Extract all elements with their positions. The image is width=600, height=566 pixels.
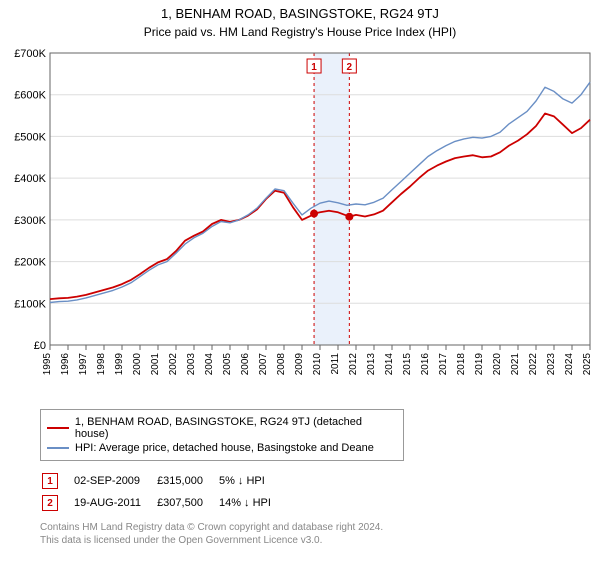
sale-price-2: £307,500 — [157, 493, 217, 513]
svg-text:2013: 2013 — [366, 353, 377, 376]
svg-text:2001: 2001 — [150, 353, 161, 376]
svg-text:1998: 1998 — [96, 353, 107, 376]
svg-text:2016: 2016 — [420, 353, 431, 376]
svg-text:2022: 2022 — [528, 353, 539, 376]
svg-text:1995: 1995 — [42, 353, 53, 376]
svg-text:2021: 2021 — [510, 353, 521, 376]
sale-marker-1: 1 — [42, 473, 58, 489]
price-chart-svg: £0 £100K £200K £300K £400K £500K £600K £700K 199… — [5, 43, 595, 403]
sale-price-1: £315,000 — [157, 471, 217, 491]
sale-date-2: 19-AUG-2011 — [74, 493, 155, 513]
legend-swatch-hpi — [47, 447, 69, 449]
footer-line-2: This data is licensed under the Open Gov… — [40, 534, 600, 547]
svg-text:2019: 2019 — [474, 353, 485, 376]
sale-row-1: 1 02-SEP-2009 £315,000 5% ↓ HPI — [42, 471, 285, 491]
sale-row-2: 2 19-AUG-2011 £307,500 14% ↓ HPI — [42, 493, 285, 513]
svg-text:2010: 2010 — [312, 353, 323, 376]
svg-text:2014: 2014 — [384, 353, 395, 376]
svg-text:2018: 2018 — [456, 353, 467, 376]
svg-text:1997: 1997 — [78, 353, 89, 376]
svg-text:£100K: £100K — [14, 298, 46, 310]
sale-date-1: 02-SEP-2009 — [74, 471, 155, 491]
svg-text:2008: 2008 — [276, 353, 287, 376]
legend-row-property: 1, BENHAM ROAD, BASINGSTOKE, RG24 9TJ (d… — [47, 416, 397, 440]
svg-text:2: 2 — [347, 62, 353, 73]
svg-text:£200K: £200K — [14, 257, 46, 269]
svg-text:2011: 2011 — [330, 353, 341, 375]
svg-text:2017: 2017 — [438, 353, 449, 376]
svg-text:1996: 1996 — [60, 353, 71, 376]
svg-text:2020: 2020 — [492, 353, 503, 376]
chart-title-subtitle: Price paid vs. HM Land Registry's House … — [0, 25, 600, 39]
attribution-footer: Contains HM Land Registry data © Crown c… — [40, 521, 600, 547]
svg-text:2006: 2006 — [240, 353, 251, 376]
svg-text:2003: 2003 — [186, 353, 197, 376]
svg-text:2009: 2009 — [294, 353, 305, 376]
chart-area: £0 £100K £200K £300K £400K £500K £600K £700K 199… — [5, 43, 595, 403]
svg-text:£300K: £300K — [14, 215, 46, 227]
svg-text:2023: 2023 — [546, 353, 557, 376]
svg-text:2000: 2000 — [132, 353, 143, 376]
svg-text:2005: 2005 — [222, 353, 233, 376]
svg-text:2025: 2025 — [582, 353, 593, 376]
svg-text:2002: 2002 — [168, 353, 179, 376]
svg-text:2012: 2012 — [348, 353, 359, 376]
sale-change-1: 5% ↓ HPI — [219, 471, 285, 491]
svg-text:2015: 2015 — [402, 353, 413, 376]
sale-marker-2: 2 — [42, 495, 58, 511]
legend-label-hpi: HPI: Average price, detached house, Basi… — [75, 442, 374, 454]
svg-text:£500K: £500K — [14, 131, 46, 143]
chart-title-address: 1, BENHAM ROAD, BASINGSTOKE, RG24 9TJ — [0, 6, 600, 21]
svg-text:£700K: £700K — [14, 48, 46, 60]
svg-text:£400K: £400K — [14, 173, 46, 185]
svg-text:1: 1 — [311, 62, 317, 73]
legend-swatch-property — [47, 427, 69, 429]
svg-text:2007: 2007 — [258, 353, 269, 376]
legend: 1, BENHAM ROAD, BASINGSTOKE, RG24 9TJ (d… — [40, 409, 404, 461]
legend-label-property: 1, BENHAM ROAD, BASINGSTOKE, RG24 9TJ (d… — [75, 416, 397, 440]
legend-row-hpi: HPI: Average price, detached house, Basi… — [47, 442, 397, 454]
footer-line-1: Contains HM Land Registry data © Crown c… — [40, 521, 600, 534]
svg-text:2004: 2004 — [204, 353, 215, 376]
svg-text:£0: £0 — [34, 340, 46, 352]
sale-change-2: 14% ↓ HPI — [219, 493, 285, 513]
sales-table: 1 02-SEP-2009 £315,000 5% ↓ HPI 2 19-AUG… — [40, 469, 287, 515]
svg-text:1999: 1999 — [114, 353, 125, 376]
svg-text:£600K: £600K — [14, 90, 46, 102]
svg-text:2024: 2024 — [564, 353, 575, 376]
